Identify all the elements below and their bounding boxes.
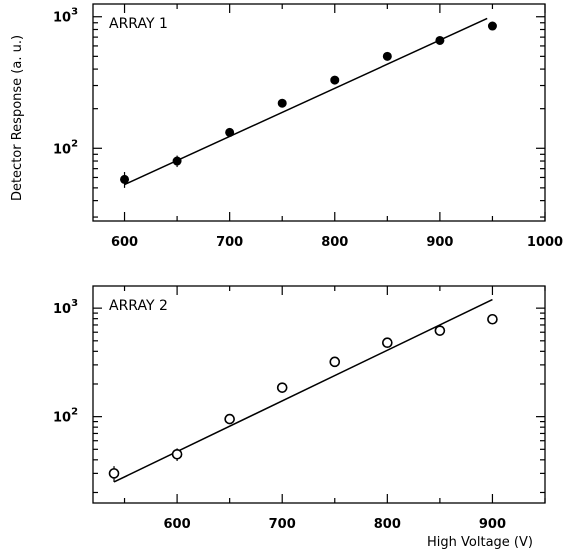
plot-frame	[92, 3, 546, 222]
fit-line	[124, 17, 488, 186]
data-point	[108, 468, 120, 479]
panel-label: ARRAY 2	[109, 298, 168, 314]
panel-array-2: ARRAY 2 600 700 800 900 102 103	[53, 285, 546, 532]
x-tick-label: 1000	[527, 235, 563, 250]
x-tick-label: 600	[164, 517, 191, 532]
data-point	[434, 325, 446, 336]
data-point	[487, 313, 498, 325]
panel-array-1: ARRAY 1 600 700 800 900 1000 102 103	[53, 3, 563, 250]
data-point	[382, 51, 392, 61]
panel-label: ARRAY 1	[109, 16, 168, 32]
data-point	[277, 98, 287, 108]
data-point	[171, 448, 183, 460]
x-axis-label: High Voltage (V)	[427, 535, 533, 550]
data-point	[487, 21, 497, 31]
y-tick-label: 103	[53, 298, 78, 317]
x-tick-label: 700	[269, 517, 296, 532]
data-point	[120, 174, 130, 184]
data-point	[276, 382, 288, 393]
data-point	[435, 35, 445, 45]
y-tick-label: 103	[53, 7, 78, 26]
x-tick-label: 800	[374, 517, 401, 532]
x-tick-label: 800	[321, 235, 348, 250]
x-tick-label: 900	[479, 517, 506, 532]
y-axis-label: Detector Response (a. u.)	[10, 35, 25, 201]
data-point	[224, 413, 235, 425]
data-point	[172, 156, 182, 166]
y-tick-label: 102	[53, 138, 78, 157]
y-tick-label: 102	[53, 407, 78, 426]
x-tick-label: 900	[426, 235, 453, 250]
data-point	[225, 127, 235, 137]
data-point	[330, 75, 340, 85]
x-tick-label: 700	[216, 235, 243, 250]
data-point	[329, 356, 341, 368]
x-tick-label: 600	[111, 235, 138, 250]
plot-frame	[92, 285, 546, 504]
data-point	[382, 337, 393, 349]
fit-line	[113, 298, 493, 483]
